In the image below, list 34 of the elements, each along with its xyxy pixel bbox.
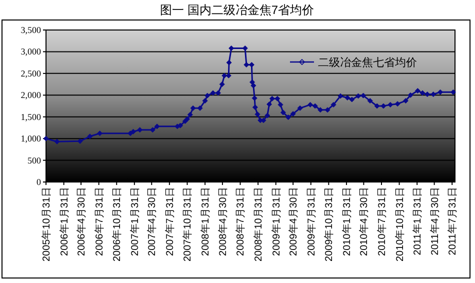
y-tick-label: 3,000 [20,46,42,57]
x-tick-label: 2007年10月31日 [182,187,194,262]
x-tick-label: 2008年1月31日 [200,187,212,256]
chart-title: 图一 国内二级冶金焦7省均价 [160,3,314,17]
y-tick-label: 0 [36,177,42,187]
x-tick-label: 2007年4月30日 [146,187,158,256]
x-tick-label: 2008年10月31日 [252,187,265,262]
y-tick-label: 1,500 [20,112,42,122]
x-tick-label: 2007年7月31日 [164,187,176,256]
x-tick-label: 2006年10月31日 [111,187,124,262]
x-tick-label: 2009年10月31日 [323,187,336,262]
x-tick-label: 2010年4月30日 [358,187,370,256]
x-tick-label: 2010年7月31日 [376,187,388,256]
y-tick-label: 1,000 [20,134,42,144]
x-tick-label: 2006年7月31日 [93,187,106,256]
legend-label: 二级冶金焦七省均价 [318,56,417,69]
x-tick-label: 2008年4月30日 [216,187,229,256]
x-tick-label: 2010年1月31日 [340,187,353,256]
x-tick-label: 2006年1月31日 [58,187,70,256]
x-tick-label: 2006年4月30日 [76,187,88,256]
y-tick-label: 2,000 [20,90,42,100]
y-tick-label: 500 [28,155,42,166]
x-tick-label: 2009年4月30日 [288,187,300,256]
x-tick-label: 2010年10月31日 [394,187,406,262]
x-tick-label: 2011年4月30日 [428,187,441,256]
x-tick-label: 2011年1月31日 [412,187,424,256]
x-tick-label: 2007年1月31日 [128,187,141,256]
x-tick-label: 2005年10月31日 [40,187,52,262]
x-tick-label: 2008年7月31日 [234,187,247,256]
y-tick-label: 2,500 [20,68,42,78]
y-tick-label: 3,500 [20,25,42,35]
x-tick-label: 2009年7月31日 [305,187,318,256]
x-tick-label: 2009年1月31日 [270,187,282,256]
x-tick-label: 2011年7月31日 [446,187,459,256]
